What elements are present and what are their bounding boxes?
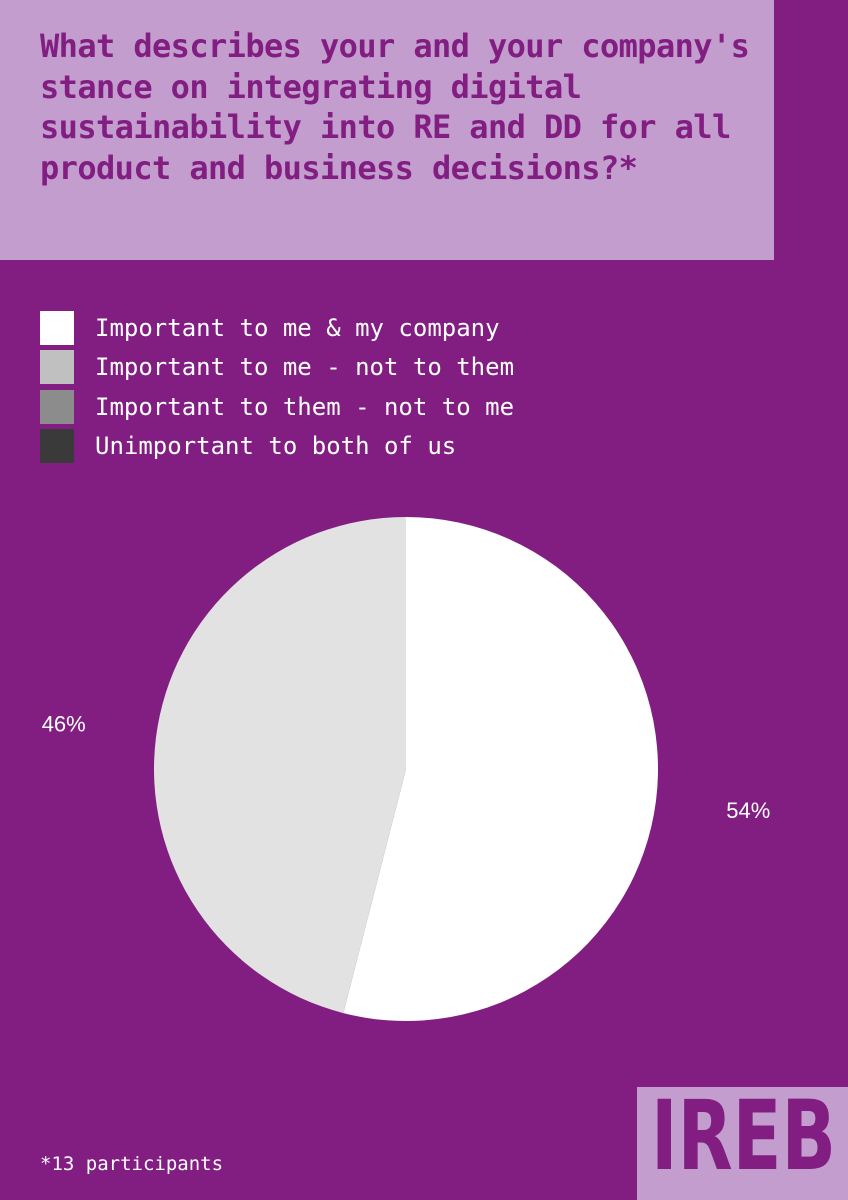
legend-item: Important to me & my company [40,308,514,348]
ireb-logo-wordmark: IREB [651,1097,836,1177]
legend-swatch [40,350,74,385]
participants-footnote: *13 participants [40,1153,224,1175]
legend-swatch [40,310,74,345]
pie-data-label: 46% [42,712,86,737]
legend-swatch [40,429,74,464]
legend: Important to me & my company Important t… [40,308,514,466]
legend-swatch [40,389,74,424]
pie-chart: 54% 46% [42,517,770,1021]
ireb-logo: IREB [637,1087,848,1200]
legend-item: Important to me - not to them [40,348,514,388]
legend-label: Important to me & my company [95,313,500,342]
chart-title: What describes your and your company's s… [40,27,750,187]
legend-label: Unimportant to both of us [95,432,457,461]
legend-item: Important to them - not to me [40,387,514,427]
legend-label: Important to me - not to them [95,353,515,382]
legend-item: Unimportant to both of us [40,427,514,467]
pie-data-label: 54% [726,798,770,823]
title-banner: What describes your and your company's s… [0,0,774,260]
pie-slice [343,517,658,1021]
ireb-logo-text: IREB [651,1097,836,1177]
pie-slice [153,517,406,1014]
legend-label: Important to them - not to me [95,392,515,421]
